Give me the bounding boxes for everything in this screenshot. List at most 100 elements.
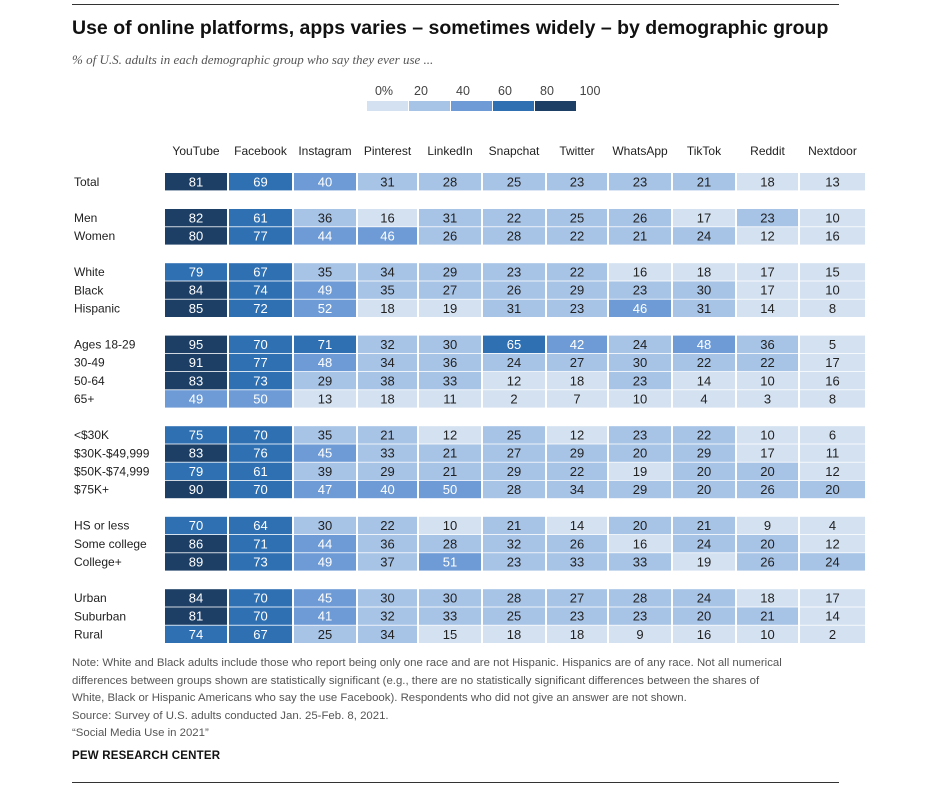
cell-value: 16 xyxy=(825,373,839,388)
note-line: White, Black or Hispanic Americans who s… xyxy=(72,692,687,705)
cell-value: 18 xyxy=(380,392,394,407)
heatmap-cell xyxy=(609,607,671,625)
cell-value: 21 xyxy=(380,428,394,443)
heatmap-cell xyxy=(165,227,227,245)
cell-value: 23 xyxy=(570,301,584,316)
cell-value: 29 xyxy=(443,265,457,280)
cell-value: 20 xyxy=(697,464,711,479)
cell-value: 23 xyxy=(570,174,584,189)
cell-value: 12 xyxy=(443,428,457,443)
heatmap-cell xyxy=(547,227,607,245)
heatmap-cell xyxy=(800,480,865,499)
heatmap-cell xyxy=(358,480,417,499)
cell-value: 45 xyxy=(318,591,332,606)
cell-value: 29 xyxy=(507,464,521,479)
heatmap-cell xyxy=(358,553,417,571)
heatmap-cell xyxy=(673,444,735,462)
cell-value: 67 xyxy=(253,265,267,280)
cell-value: 39 xyxy=(318,464,332,479)
cell-value: 34 xyxy=(570,482,584,497)
cell-value: 30 xyxy=(633,355,647,370)
heatmap-cell xyxy=(673,625,735,643)
heatmap-cell xyxy=(419,263,481,281)
heatmap-cell xyxy=(800,227,865,245)
heatmap-cell xyxy=(737,480,798,499)
heatmap-cell xyxy=(419,607,481,625)
cell-value: 36 xyxy=(760,337,774,352)
heatmap-cell xyxy=(294,444,356,462)
cell-value: 13 xyxy=(318,392,332,407)
cell-value: 2 xyxy=(829,627,836,642)
cell-value: 15 xyxy=(443,627,457,642)
cell-value: 22 xyxy=(507,210,521,225)
heatmap-cell xyxy=(358,372,417,390)
heatmap-cell xyxy=(673,535,735,553)
heatmap-cell xyxy=(165,173,227,191)
cell-value: 47 xyxy=(318,482,332,497)
heatmap-cell xyxy=(358,281,417,299)
heatmap-cell xyxy=(165,480,227,499)
row-label: Ages 18-29 xyxy=(74,338,136,352)
heatmap-cell xyxy=(483,625,545,643)
heatmap-cell xyxy=(483,281,545,299)
heatmap-cell xyxy=(673,335,735,353)
cell-value: 14 xyxy=(760,301,774,316)
row-label: Rural xyxy=(74,628,103,642)
heatmap-cell xyxy=(800,462,865,480)
cell-value: 52 xyxy=(318,301,332,316)
heatmap-cell xyxy=(673,209,735,227)
column-header-instagram: Instagram xyxy=(298,144,351,158)
heatmap-cell xyxy=(229,480,292,499)
cell-value: 21 xyxy=(507,518,521,533)
heatmap-cell xyxy=(229,335,292,353)
heatmap-cell xyxy=(609,444,671,462)
row-label: Black xyxy=(74,283,104,297)
row-label: $30K-$49,999 xyxy=(74,446,150,460)
heatmap-cell xyxy=(547,263,607,281)
cell-value: 45 xyxy=(318,446,332,461)
cell-value: 28 xyxy=(443,536,457,551)
cell-value: 24 xyxy=(697,591,711,606)
cell-value: 33 xyxy=(570,555,584,570)
heatmap-cell xyxy=(229,553,292,571)
cell-value: 9 xyxy=(764,518,771,533)
cell-value: 23 xyxy=(633,428,647,443)
heatmap-cell xyxy=(165,553,227,571)
heatmap-cell xyxy=(547,462,607,480)
heatmap-cell xyxy=(609,589,671,607)
cell-value: 42 xyxy=(570,337,584,352)
cell-value: 79 xyxy=(189,464,203,479)
cell-value: 18 xyxy=(570,373,584,388)
heatmap-cell xyxy=(229,173,292,191)
heatmap-cell xyxy=(737,227,798,245)
cell-value: 28 xyxy=(507,591,521,606)
cell-value: 18 xyxy=(697,265,711,280)
cell-value: 17 xyxy=(760,265,774,280)
heatmap-cell xyxy=(229,299,292,317)
heatmap-cell xyxy=(165,299,227,317)
heatmap-cell xyxy=(737,462,798,480)
heatmap-cell xyxy=(547,607,607,625)
cell-value: 83 xyxy=(189,373,203,388)
legend-label-40: 40 xyxy=(456,84,470,98)
cell-value: 35 xyxy=(318,265,332,280)
heatmap-cell xyxy=(229,263,292,281)
heatmap-cell xyxy=(483,462,545,480)
cell-value: 21 xyxy=(443,464,457,479)
heatmap-cell xyxy=(609,535,671,553)
cell-value: 26 xyxy=(507,283,521,298)
column-header-snapchat: Snapchat xyxy=(489,144,540,158)
heatmap-cell xyxy=(229,462,292,480)
cell-value: 16 xyxy=(697,627,711,642)
heatmap-cell xyxy=(419,625,481,643)
heatmap-cell xyxy=(294,535,356,553)
heatmap-cell xyxy=(165,607,227,625)
cell-value: 70 xyxy=(253,591,267,606)
heatmap-cell xyxy=(547,589,607,607)
heatmap-cell xyxy=(229,426,292,444)
heatmap-cell xyxy=(294,553,356,571)
legend-label-20: 20 xyxy=(414,84,428,98)
row-label: Total xyxy=(74,175,99,189)
heatmap-cell xyxy=(419,227,481,245)
heatmap-cell xyxy=(165,263,227,281)
